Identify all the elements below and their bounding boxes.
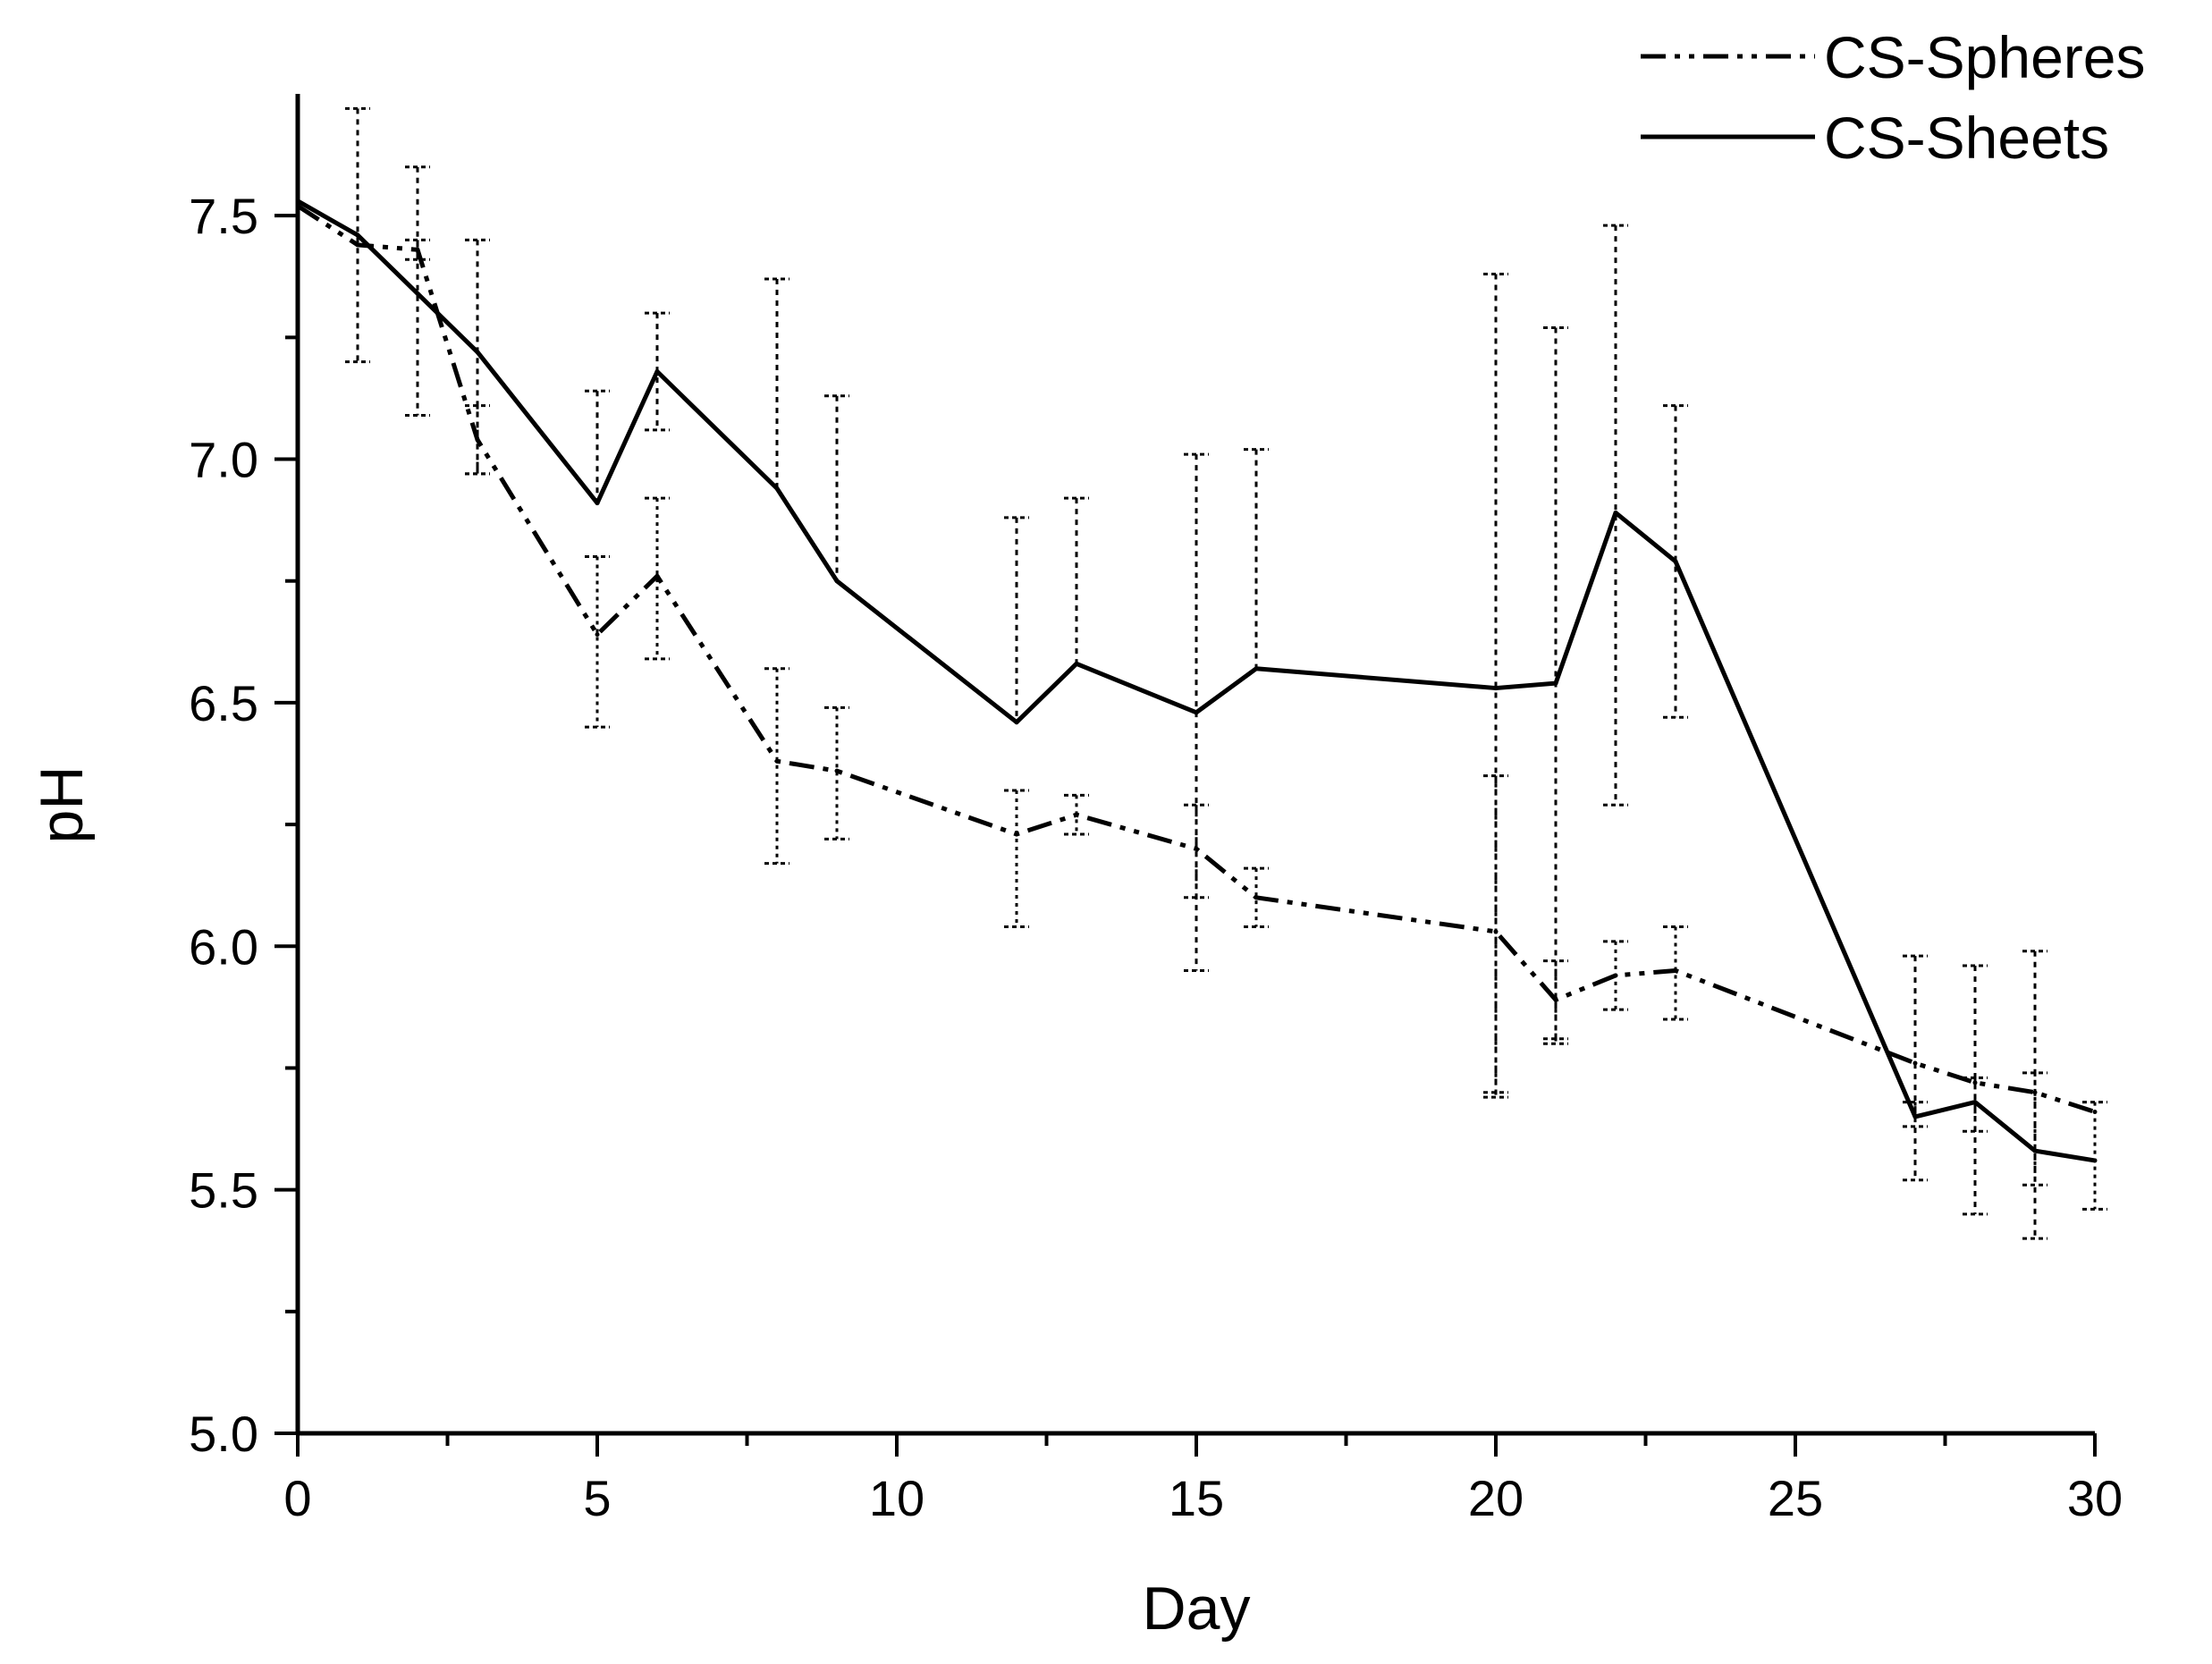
point-cs-sheets (2092, 1158, 2098, 1163)
point-cs-spheres (1254, 895, 1259, 900)
point-cs-sheets (1254, 666, 1259, 672)
point-cs-spheres (1673, 968, 1678, 974)
point-cs-sheets (1553, 680, 1558, 686)
x-tick-label: 15 (1169, 1470, 1224, 1526)
series-lines (295, 198, 2098, 1163)
point-cs-sheets (1613, 510, 1618, 515)
point-cs-sheets (1972, 1100, 1978, 1105)
point-cs-sheets (1194, 710, 1199, 715)
y-tick-label: 5.0 (189, 1406, 258, 1462)
error-bars (345, 106, 2107, 1240)
point-cs-spheres (1014, 832, 1019, 837)
point-cs-spheres (355, 242, 360, 248)
point-cs-spheres (834, 768, 840, 773)
point-cs-spheres (1613, 973, 1618, 978)
point-cs-spheres (595, 632, 600, 638)
point-cs-spheres (1194, 846, 1199, 851)
point-cs-sheets (834, 579, 840, 584)
x-tick-label: 0 (283, 1470, 311, 1526)
y-tick-label: 7.5 (189, 188, 258, 244)
point-cs-sheets (1493, 686, 1499, 691)
y-tick-label: 5.5 (189, 1162, 258, 1219)
point-cs-spheres (1553, 997, 1558, 1002)
legend-label-sheets: CS-Sheets (1824, 105, 2109, 171)
y-tick-label: 6.0 (189, 918, 258, 975)
point-cs-spheres (415, 247, 420, 252)
x-axis-label: Day (1143, 1575, 1251, 1643)
legend-label-spheres: CS-Spheres (1824, 24, 2146, 90)
y-tick-label: 7.0 (189, 432, 258, 488)
point-cs-sheets (415, 291, 420, 296)
point-cs-sheets (595, 501, 600, 506)
point-cs-spheres (1972, 1080, 1978, 1085)
point-cs-spheres (654, 573, 660, 579)
y-tick-label: 6.5 (189, 675, 258, 731)
point-cs-sheets (1912, 1114, 1918, 1119)
x-tick-label: 25 (1768, 1470, 1823, 1526)
series-line-cs-spheres (296, 204, 2096, 1114)
point-cs-spheres (2032, 1090, 2038, 1095)
point-cs-sheets (1673, 559, 1678, 564)
point-cs-spheres (475, 437, 480, 443)
point-cs-sheets (1014, 720, 1019, 725)
point-cs-spheres (1074, 812, 1079, 817)
x-tick-label: 5 (583, 1470, 611, 1526)
point-cs-spheres (774, 758, 780, 764)
point-cs-spheres (1493, 929, 1499, 934)
point-cs-spheres (1912, 1060, 1918, 1066)
x-tick-label: 10 (869, 1470, 924, 1526)
y-axis-label: pH (28, 766, 96, 844)
point-cs-sheets (774, 486, 780, 491)
point-cs-sheets (2032, 1148, 2038, 1153)
x-tick-label: 30 (2067, 1470, 2123, 1526)
point-cs-sheets (475, 350, 480, 355)
point-cs-sheets (1074, 661, 1079, 666)
ticks: 0 5 10 15 20 25 30 5.0 5.5 6.0 6.5 7.0 7.5 (189, 188, 2123, 1526)
x-tick-label: 20 (1468, 1470, 1524, 1526)
point-cs-spheres (2092, 1109, 2098, 1114)
series-line-cs-sheets (296, 198, 2096, 1163)
axes (295, 94, 2095, 1436)
point-cs-sheets (654, 368, 660, 374)
legend: CS-Spheres CS-Sheets (1641, 24, 2146, 171)
point-cs-sheets (355, 232, 360, 238)
